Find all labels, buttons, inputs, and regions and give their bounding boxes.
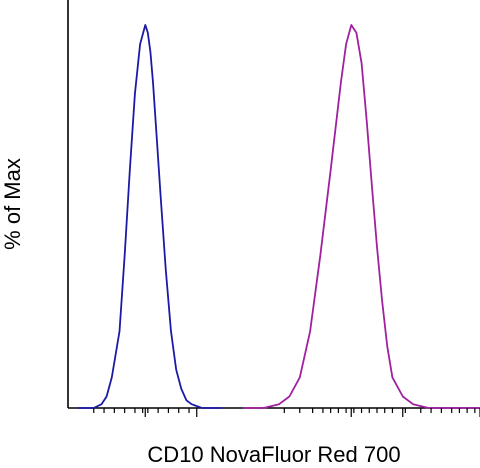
plot-area — [67, 0, 480, 417]
series-group — [78, 24, 480, 409]
x-ticks-group — [93, 408, 480, 417]
x-axis-label: CD10 NovaFluor Red 700 — [147, 442, 400, 467]
histogram-series-2 — [243, 24, 480, 409]
y-axis-label: % of Max — [0, 158, 25, 250]
histogram-series-1 — [78, 24, 223, 409]
